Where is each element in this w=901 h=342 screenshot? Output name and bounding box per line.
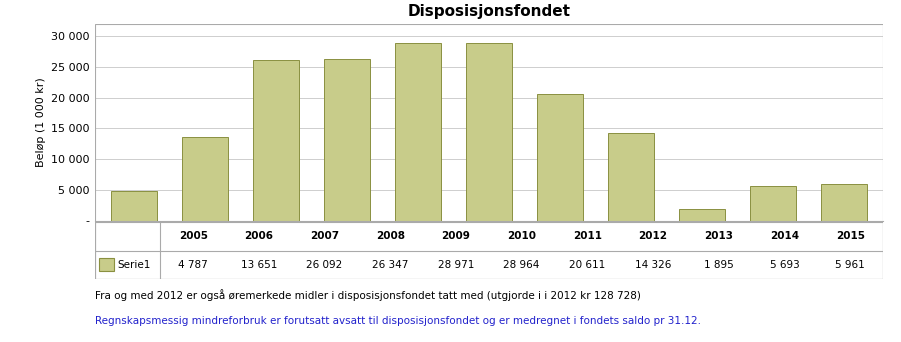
Text: 20 611: 20 611 xyxy=(569,260,605,269)
Text: 2015: 2015 xyxy=(835,232,865,241)
Text: 2011: 2011 xyxy=(573,232,602,241)
Text: 26 092: 26 092 xyxy=(306,260,342,269)
Bar xyxy=(182,137,228,221)
Title: Disposisjonsfondet: Disposisjonsfondet xyxy=(407,4,570,18)
Text: 1 895: 1 895 xyxy=(704,260,733,269)
Bar xyxy=(111,191,157,221)
Text: Serie1: Serie1 xyxy=(118,260,151,269)
Bar xyxy=(323,59,369,221)
Text: 28 971: 28 971 xyxy=(438,260,474,269)
Text: 2007: 2007 xyxy=(310,232,339,241)
Bar xyxy=(750,186,796,221)
Y-axis label: Beløp (1 000 kr): Beløp (1 000 kr) xyxy=(35,77,46,167)
Text: 5 961: 5 961 xyxy=(835,260,865,269)
Bar xyxy=(678,209,725,221)
Bar xyxy=(608,133,654,221)
Bar xyxy=(821,184,867,221)
Text: 26 347: 26 347 xyxy=(372,260,408,269)
Text: 2013: 2013 xyxy=(705,232,733,241)
Text: 2009: 2009 xyxy=(441,232,470,241)
Text: 2010: 2010 xyxy=(507,232,536,241)
Bar xyxy=(395,42,441,221)
Text: 2014: 2014 xyxy=(769,232,799,241)
Bar xyxy=(252,60,299,221)
Text: 5 693: 5 693 xyxy=(769,260,799,269)
Text: Fra og med 2012 er også øremerkede midler i disposisjonsfondet tatt med (utgjord: Fra og med 2012 er også øremerkede midle… xyxy=(95,289,641,301)
Text: 28 964: 28 964 xyxy=(504,260,540,269)
Bar xyxy=(537,94,583,221)
Text: 2006: 2006 xyxy=(244,232,273,241)
Text: 2005: 2005 xyxy=(178,232,207,241)
Bar xyxy=(466,43,512,221)
Bar xyxy=(99,258,114,271)
Text: 2012: 2012 xyxy=(639,232,668,241)
Text: Regnskapsmessig mindreforbruk er forutsatt avsatt til disposisjonsfondet og er m: Regnskapsmessig mindreforbruk er forutsa… xyxy=(95,316,701,326)
Text: 4 787: 4 787 xyxy=(178,260,208,269)
Text: 13 651: 13 651 xyxy=(241,260,277,269)
Text: 14 326: 14 326 xyxy=(635,260,671,269)
Text: 2008: 2008 xyxy=(376,232,405,241)
